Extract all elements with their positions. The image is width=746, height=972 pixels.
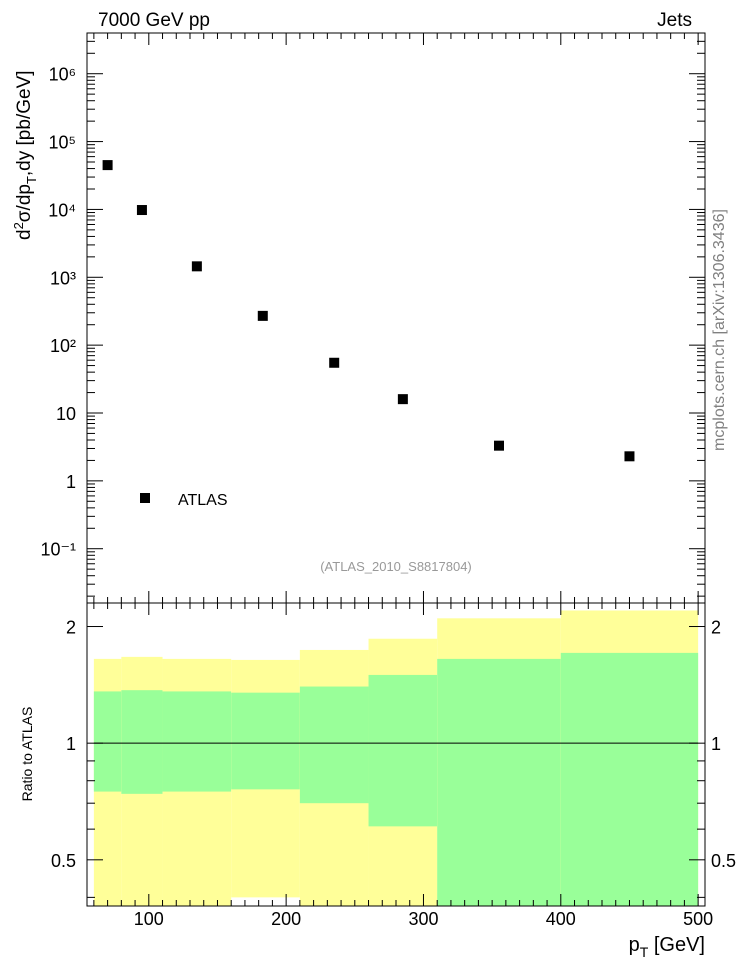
ratio-y-axis-title: Ratio to ATLAS: [19, 707, 35, 802]
energy-label: 7000 GeV pp: [98, 10, 210, 31]
data-point-1: [136, 205, 147, 216]
main-y-tick-label-7: 10⁶: [49, 65, 76, 85]
ratio-y-tick-label-left-1: 1: [66, 734, 76, 754]
x-tick-label-500: 500: [683, 909, 713, 929]
axes: 100 200 300 400 500 10⁻¹ 1 10 10² 10³ 10⁴ 10⁵ 10⁶ 0.5…: [40, 32, 736, 929]
data-point-7: [624, 451, 635, 462]
inner-band-bin-7: [560, 652, 699, 906]
inner-band-bin-0: [93, 691, 122, 792]
data-point-0: [102, 160, 113, 171]
inner-band-bin-5: [368, 674, 438, 827]
x-tick-label-300: 300: [408, 909, 438, 929]
legend-marker: [140, 493, 150, 503]
inner-band-bin-3: [231, 692, 300, 790]
main-y-tick-label-1: 1: [66, 472, 76, 492]
x-tick-label-400: 400: [546, 909, 576, 929]
ratio-y-tick-label-right-0.5: 0.5: [711, 851, 736, 871]
data-point-3: [257, 310, 268, 321]
ratio-y-tick-label-left-2: 2: [66, 618, 76, 638]
source-side-label: mcplots.cern.ch [arXiv:1306.3436]: [711, 209, 728, 451]
x-tick-label-200: 200: [271, 909, 301, 929]
x-tick-label-100: 100: [134, 909, 164, 929]
main-y-axis-title: d2σ/dpT,dy [pb/GeV]: [11, 70, 39, 240]
inner-band-bin-2: [162, 691, 232, 792]
main-y-tick-label-6: 10⁵: [49, 133, 76, 153]
main-panel-frame: [86, 32, 706, 604]
ratio-y-tick-label-left-0.5: 0.5: [51, 851, 76, 871]
main-data-markers: [102, 160, 635, 462]
legend-label-atlas: ATLAS: [178, 492, 228, 509]
inner-band-bin-6: [437, 658, 561, 906]
main-y-tick-label-2: 10: [56, 404, 76, 424]
main-y-tick-label-3: 10²: [50, 336, 76, 356]
main-y-tick-label-4: 10³: [50, 268, 76, 288]
data-point-2: [191, 261, 202, 272]
ratio-y-tick-label-right-2: 2: [711, 618, 721, 638]
data-point-6: [494, 440, 504, 451]
ratio-y-tick-label-right-1: 1: [711, 734, 721, 754]
inner-band-bin-4: [299, 686, 369, 804]
main-y-tick-label-5: 10⁴: [48, 200, 76, 220]
data-point-5: [397, 394, 408, 405]
main-y-tick-label-0: 10⁻¹: [40, 540, 76, 560]
analysis-label: (ATLAS_2010_S8817804): [320, 559, 472, 574]
x-axis-title: pT [GeV]: [629, 934, 705, 960]
inner-band-bin-1: [121, 690, 163, 794]
process-label: Jets: [657, 10, 692, 31]
data-point-4: [329, 357, 340, 368]
ratio-bands: [93, 610, 699, 906]
